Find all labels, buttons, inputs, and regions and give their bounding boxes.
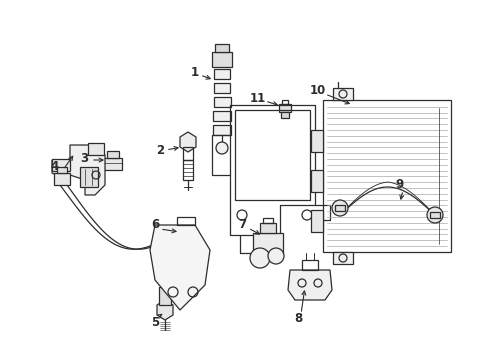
FancyBboxPatch shape xyxy=(215,44,228,52)
FancyBboxPatch shape xyxy=(80,167,98,187)
FancyBboxPatch shape xyxy=(310,210,323,232)
FancyBboxPatch shape xyxy=(213,97,230,107)
FancyBboxPatch shape xyxy=(52,159,70,171)
FancyBboxPatch shape xyxy=(57,167,67,173)
Text: 4: 4 xyxy=(51,161,59,174)
FancyBboxPatch shape xyxy=(279,104,290,112)
FancyBboxPatch shape xyxy=(260,223,275,233)
FancyBboxPatch shape xyxy=(334,205,345,211)
FancyBboxPatch shape xyxy=(213,111,230,121)
FancyBboxPatch shape xyxy=(212,52,231,67)
FancyBboxPatch shape xyxy=(54,173,70,185)
Circle shape xyxy=(267,248,284,264)
Polygon shape xyxy=(287,270,331,300)
FancyBboxPatch shape xyxy=(252,233,283,253)
Text: 5: 5 xyxy=(151,315,159,328)
Text: 9: 9 xyxy=(395,179,403,192)
Text: 6: 6 xyxy=(151,219,159,231)
Text: 2: 2 xyxy=(156,144,164,157)
FancyBboxPatch shape xyxy=(310,170,323,192)
FancyBboxPatch shape xyxy=(213,125,230,135)
FancyBboxPatch shape xyxy=(213,83,230,93)
FancyBboxPatch shape xyxy=(159,287,171,305)
Text: 7: 7 xyxy=(238,219,245,231)
Polygon shape xyxy=(180,132,196,152)
Polygon shape xyxy=(52,145,105,195)
FancyBboxPatch shape xyxy=(310,130,323,152)
Circle shape xyxy=(331,200,347,216)
Text: 1: 1 xyxy=(190,66,199,78)
Polygon shape xyxy=(150,225,209,310)
Circle shape xyxy=(216,142,227,154)
Text: 8: 8 xyxy=(293,311,302,324)
Polygon shape xyxy=(157,300,173,320)
FancyBboxPatch shape xyxy=(281,112,288,118)
Text: 11: 11 xyxy=(249,91,265,104)
Text: 3: 3 xyxy=(80,152,88,165)
FancyBboxPatch shape xyxy=(107,151,119,158)
FancyBboxPatch shape xyxy=(332,88,352,100)
Circle shape xyxy=(426,207,442,223)
Circle shape xyxy=(249,248,269,268)
FancyBboxPatch shape xyxy=(429,212,439,218)
FancyBboxPatch shape xyxy=(104,158,122,170)
Text: 10: 10 xyxy=(309,84,325,96)
FancyBboxPatch shape xyxy=(88,143,104,155)
FancyBboxPatch shape xyxy=(214,69,229,79)
FancyBboxPatch shape xyxy=(332,252,352,264)
